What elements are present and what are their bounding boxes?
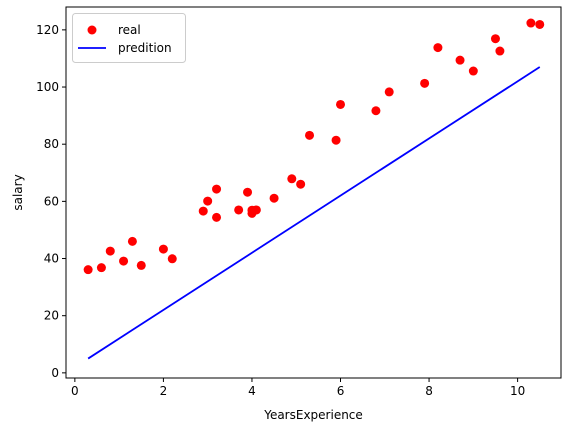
data-point-real-20 (305, 130, 315, 140)
data-point-real-1 (96, 263, 106, 273)
data-point-real-18 (287, 174, 297, 184)
x-tick-label: 6 (337, 384, 345, 398)
legend-label-real: real (118, 23, 141, 37)
data-point-real-27 (455, 55, 465, 65)
data-point-real-17 (269, 193, 279, 203)
data-point-real-12 (234, 205, 244, 215)
plot-content (83, 18, 545, 360)
data-point-real-24 (384, 87, 394, 97)
data-point-real-6 (158, 244, 168, 254)
data-point-real-3 (119, 256, 129, 266)
data-point-real-13 (243, 187, 253, 197)
data-point-real-21 (331, 135, 341, 145)
data-point-real-9 (203, 196, 213, 206)
data-point-real-16 (251, 205, 261, 215)
series-line-predition (87, 66, 541, 360)
data-point-real-5 (136, 260, 146, 270)
x-tick-label: 0 (71, 384, 79, 398)
y-axis-label: salary (11, 174, 25, 210)
y-tick-label: 100 (36, 80, 59, 94)
y-tick-label: 0 (51, 366, 59, 380)
y-axis: 0 20 40 60 80 100 120 (36, 23, 66, 380)
x-tick-label: 10 (510, 384, 525, 398)
data-point-real-30 (495, 46, 505, 56)
data-point-real-2 (105, 246, 115, 256)
data-point-real-23 (371, 106, 381, 116)
data-point-real-31 (526, 18, 536, 28)
data-point-real-19 (296, 179, 306, 189)
y-tick-label: 20 (44, 309, 59, 323)
data-point-real-22 (336, 99, 346, 109)
data-point-real-32 (535, 19, 545, 29)
data-point-real-7 (167, 254, 177, 264)
data-point-real-11 (212, 184, 222, 194)
plot-frame (65, 6, 562, 379)
data-point-real-4 (127, 236, 137, 246)
data-point-real-26 (433, 43, 443, 53)
x-axis: 0 2 4 6 8 10 (71, 378, 525, 398)
data-point-real-8 (198, 206, 208, 216)
legend-frame (72, 13, 186, 63)
y-tick-label: 80 (44, 137, 59, 151)
x-tick-label: 2 (160, 384, 168, 398)
data-point-real-25 (420, 78, 430, 88)
y-tick-label: 120 (36, 23, 59, 37)
legend-marker-real (87, 25, 97, 35)
data-point-real-0 (83, 265, 93, 275)
y-tick-label: 40 (44, 252, 59, 266)
data-point-real-10 (212, 212, 222, 222)
data-point-real-29 (490, 34, 500, 44)
legend-label-predition: predition (118, 41, 172, 55)
legend: real predition (72, 13, 186, 63)
x-tick-label: 4 (248, 384, 256, 398)
y-tick-label: 60 (44, 194, 59, 208)
x-axis-label: YearsExperience (263, 408, 363, 422)
data-point-real-28 (468, 66, 478, 76)
x-tick-label: 8 (425, 384, 433, 398)
